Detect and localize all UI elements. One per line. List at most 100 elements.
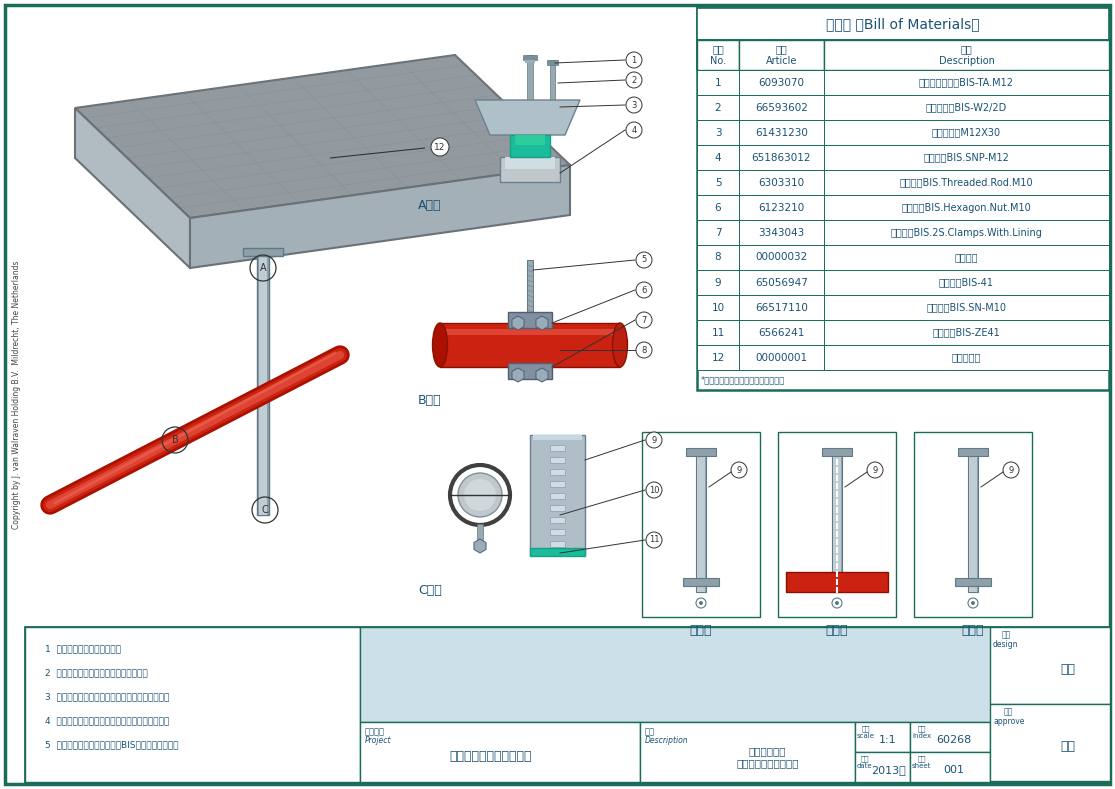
- Polygon shape: [440, 323, 620, 367]
- Bar: [697, 452, 705, 592]
- Polygon shape: [75, 55, 570, 218]
- Text: 3343043: 3343043: [758, 227, 805, 237]
- Text: 全牙螺杆BIS.Threaded.Rod.M10: 全牙螺杆BIS.Threaded.Rod.M10: [900, 178, 1034, 188]
- Text: 6: 6: [715, 203, 721, 212]
- Text: 65056947: 65056947: [755, 278, 808, 287]
- Bar: [686, 448, 716, 456]
- Bar: [824, 345, 1109, 370]
- Bar: [505, 157, 555, 169]
- Circle shape: [626, 52, 642, 68]
- Bar: [824, 195, 1109, 220]
- Bar: [697, 145, 739, 170]
- Bar: [256, 253, 269, 515]
- Bar: [697, 345, 1109, 370]
- Circle shape: [867, 462, 883, 478]
- Text: 2013年: 2013年: [871, 765, 905, 775]
- Bar: [243, 248, 283, 256]
- Text: 槽钢端盖BIS-ZE41: 槽钢端盖BIS-ZE41: [932, 327, 1000, 338]
- Bar: [697, 95, 1109, 120]
- Text: 5  所有的计算和数据以沃雷文BIS成品支架系统为准: 5 所有的计算和数据以沃雷文BIS成品支架系统为准: [45, 741, 178, 750]
- Text: 品名
Description: 品名 Description: [939, 44, 995, 65]
- Text: 项目名称: 项目名称: [365, 727, 385, 736]
- Text: 品号
Article: 品号 Article: [766, 44, 797, 65]
- Text: 张号
sheet: 张号 sheet: [912, 755, 931, 768]
- Text: Copyright by J. van Walraven Holding B.V.  Mildrecht, The Netherlands: Copyright by J. van Walraven Holding B.V…: [12, 260, 21, 529]
- Text: 日期
date: 日期 date: [857, 755, 873, 768]
- Text: 审核
approve: 审核 approve: [993, 707, 1025, 727]
- Bar: [739, 195, 824, 220]
- Bar: [697, 345, 739, 370]
- Text: 9: 9: [736, 466, 741, 474]
- Bar: [527, 55, 533, 100]
- Bar: [739, 70, 824, 95]
- Circle shape: [636, 252, 652, 268]
- Circle shape: [971, 601, 975, 605]
- Bar: [547, 60, 558, 65]
- Circle shape: [731, 462, 747, 478]
- Bar: [697, 70, 1109, 95]
- Circle shape: [464, 479, 496, 511]
- Bar: [697, 270, 739, 295]
- Bar: [697, 320, 1109, 345]
- Bar: [739, 220, 824, 245]
- Circle shape: [626, 122, 642, 138]
- Text: 单面槽钢BIS-41: 单面槽钢BIS-41: [939, 278, 993, 287]
- Text: 6: 6: [641, 286, 647, 294]
- Bar: [25, 627, 360, 782]
- Bar: [697, 320, 739, 345]
- Bar: [360, 722, 640, 782]
- Text: 2  计算和数据必须有相关检测数据为依据: 2 计算和数据必须有相关检测数据为依据: [45, 668, 148, 678]
- Text: 11: 11: [711, 327, 725, 338]
- Text: 9: 9: [651, 436, 657, 444]
- Text: 8: 8: [641, 346, 647, 354]
- Text: 00000032: 00000032: [755, 252, 807, 263]
- Text: 比例
scale: 比例 scale: [857, 725, 875, 739]
- Bar: [697, 295, 1109, 320]
- Polygon shape: [75, 108, 190, 268]
- Text: 4: 4: [631, 125, 637, 134]
- Bar: [697, 8, 1109, 40]
- Text: 1  数据和设计以实际工况为准: 1 数据和设计以实际工况为准: [45, 645, 122, 653]
- Circle shape: [636, 282, 652, 298]
- Text: 图号
index: 图号 index: [912, 725, 931, 739]
- Polygon shape: [475, 100, 580, 135]
- Bar: [515, 135, 545, 145]
- Bar: [739, 120, 824, 145]
- Text: 6303310: 6303310: [758, 178, 805, 188]
- Bar: [697, 195, 739, 220]
- Bar: [640, 722, 855, 782]
- Bar: [697, 170, 1109, 195]
- Text: 1:1: 1:1: [880, 735, 896, 745]
- Bar: [697, 245, 739, 270]
- Circle shape: [636, 342, 652, 358]
- Bar: [477, 524, 483, 544]
- Text: 5: 5: [715, 178, 721, 188]
- Bar: [855, 752, 910, 782]
- Bar: [824, 220, 1109, 245]
- Text: 1: 1: [631, 55, 637, 65]
- Bar: [550, 469, 565, 475]
- Text: 喷淋支管末端
在混凝土楼板下的安装: 喷淋支管末端 在混凝土楼板下的安装: [736, 746, 798, 768]
- Text: C视图: C视图: [418, 584, 442, 596]
- Bar: [914, 432, 1032, 617]
- Text: 喷淋支管: 喷淋支管: [954, 252, 978, 263]
- Text: 轻型管束BIS.2S.Clamps.With.Lining: 轻型管束BIS.2S.Clamps.With.Lining: [891, 227, 1043, 237]
- Text: 12: 12: [711, 353, 725, 362]
- Text: 9: 9: [715, 278, 721, 287]
- Bar: [697, 40, 1109, 70]
- Text: 二维连接件BIS-W2/2D: 二维连接件BIS-W2/2D: [925, 103, 1007, 113]
- Bar: [360, 627, 1000, 722]
- Circle shape: [1004, 462, 1019, 478]
- Text: A视图: A视图: [418, 199, 442, 211]
- Bar: [778, 432, 896, 617]
- Text: 10: 10: [649, 485, 659, 495]
- Bar: [824, 320, 1109, 345]
- Bar: [739, 145, 824, 170]
- Text: 3: 3: [715, 128, 721, 137]
- Bar: [523, 55, 537, 60]
- Bar: [550, 529, 565, 535]
- Circle shape: [636, 312, 652, 328]
- Text: 10: 10: [711, 302, 725, 312]
- Bar: [910, 722, 990, 752]
- Bar: [683, 578, 719, 586]
